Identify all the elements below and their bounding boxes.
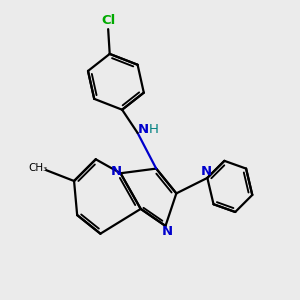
Text: N: N [201,165,212,178]
Text: Cl: Cl [101,14,115,27]
Text: H: H [149,123,159,136]
Text: N: N [161,225,172,238]
Text: N: N [110,165,122,178]
Text: N: N [138,123,149,136]
Text: CH₃: CH₃ [29,163,48,173]
